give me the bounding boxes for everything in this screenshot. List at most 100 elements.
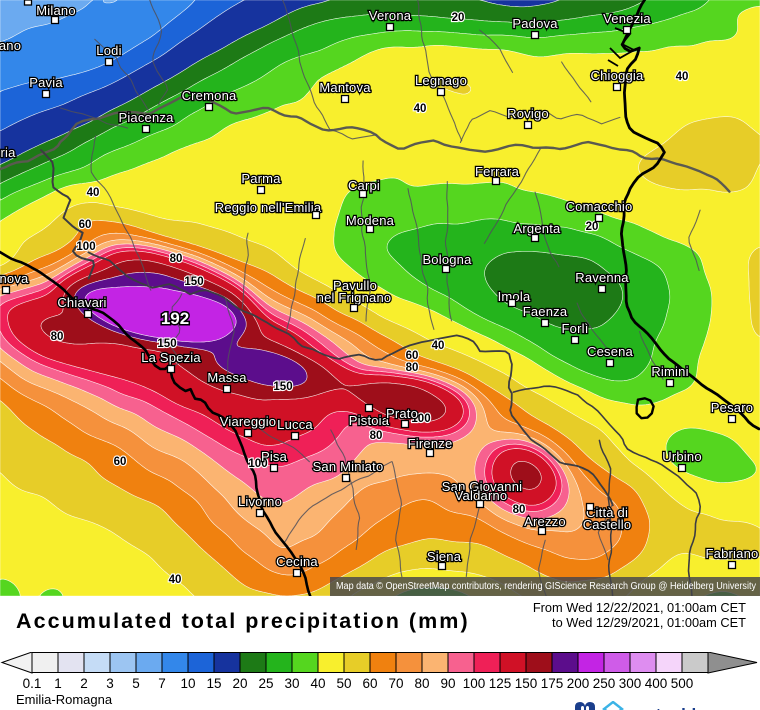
svg-text:Valdarno: Valdarno <box>455 488 508 503</box>
svg-text:80: 80 <box>513 504 526 516</box>
svg-text:150: 150 <box>184 276 203 288</box>
svg-text:Padova: Padova <box>512 16 558 31</box>
svg-text:40: 40 <box>310 676 325 691</box>
svg-text:30: 30 <box>284 676 299 691</box>
svg-text:70: 70 <box>388 676 403 691</box>
svg-text:Pistoia: Pistoia <box>349 413 390 428</box>
svg-text:400: 400 <box>645 676 668 691</box>
svg-text:Pavullo: Pavullo <box>333 278 377 293</box>
svg-text:nel Frignano: nel Frignano <box>317 290 392 305</box>
svg-text:15: 15 <box>206 676 221 691</box>
svg-text:Arezzo: Arezzo <box>524 514 566 529</box>
svg-text:Verona: Verona <box>369 8 412 23</box>
svg-text:Chioggia: Chioggia <box>591 68 644 83</box>
svg-text:60: 60 <box>79 219 92 231</box>
svg-text:Mantova: Mantova <box>319 80 371 95</box>
svg-text:Map data © OpenStreetMap contr: Map data © OpenStreetMap contributors, r… <box>336 581 756 592</box>
svg-text:Ravenna: Ravenna <box>575 270 629 285</box>
svg-text:nova: nova <box>0 271 29 286</box>
svg-text:0.1: 0.1 <box>23 676 42 691</box>
svg-text:40: 40 <box>414 103 427 115</box>
svg-text:40: 40 <box>87 187 100 199</box>
svg-text:5: 5 <box>132 676 140 691</box>
svg-text:Lodi: Lodi <box>96 43 121 58</box>
svg-text:2: 2 <box>80 676 88 691</box>
svg-text:100: 100 <box>248 458 267 470</box>
svg-text:150: 150 <box>515 676 538 691</box>
svg-text:90: 90 <box>440 676 455 691</box>
svg-text:125: 125 <box>489 676 512 691</box>
svg-text:Carpi: Carpi <box>348 178 380 193</box>
svg-text:Reggio nell'Emilia: Reggio nell'Emilia <box>215 200 322 215</box>
svg-text:Bologna: Bologna <box>422 252 472 267</box>
svg-text:1: 1 <box>54 676 62 691</box>
svg-text:Cecina: Cecina <box>276 554 318 569</box>
svg-text:100: 100 <box>411 413 430 425</box>
svg-text:20: 20 <box>452 12 465 24</box>
svg-text:80: 80 <box>414 676 429 691</box>
svg-text:60: 60 <box>406 350 419 362</box>
svg-text:Firenze: Firenze <box>408 436 453 451</box>
svg-text:100: 100 <box>463 676 486 691</box>
svg-text:Forlì: Forlì <box>562 321 589 336</box>
svg-text:100: 100 <box>76 241 95 253</box>
svg-text:Lucca: Lucca <box>277 417 313 432</box>
svg-text:200: 200 <box>567 676 590 691</box>
svg-text:Fabriano: Fabriano <box>706 546 759 561</box>
svg-text:Pisa: Pisa <box>261 449 288 464</box>
svg-text:Legnago: Legnago <box>415 73 467 88</box>
svg-text:80: 80 <box>406 362 419 374</box>
svg-text:80: 80 <box>170 253 183 265</box>
svg-text:60: 60 <box>362 676 377 691</box>
svg-text:300: 300 <box>619 676 642 691</box>
svg-text:10: 10 <box>180 676 195 691</box>
svg-text:150: 150 <box>273 381 292 393</box>
svg-text:Cremona: Cremona <box>182 88 237 103</box>
svg-text:Città di: Città di <box>586 505 628 520</box>
svg-text:San Giovanni: San Giovanni <box>442 479 522 494</box>
svg-text:40: 40 <box>432 340 445 352</box>
svg-text:Cesena: Cesena <box>587 344 634 359</box>
svg-text:Pesaro: Pesaro <box>711 400 753 415</box>
svg-text:Piacenza: Piacenza <box>118 110 174 125</box>
svg-text:Rovigo: Rovigo <box>507 106 549 121</box>
svg-text:40: 40 <box>676 71 689 83</box>
svg-text:Venezia: Venezia <box>603 11 651 26</box>
svg-text:Imola: Imola <box>498 289 531 304</box>
svg-text:7: 7 <box>158 676 166 691</box>
svg-text:Comacchio: Comacchio <box>566 199 633 214</box>
svg-text:Rimini: Rimini <box>651 364 688 379</box>
svg-text:192: 192 <box>161 309 189 328</box>
svg-text:Viareggio: Viareggio <box>220 414 277 429</box>
svg-text:Livorno: Livorno <box>238 494 282 509</box>
svg-text:Parma: Parma <box>241 171 281 186</box>
svg-text:ano: ano <box>0 38 21 53</box>
svg-text:Milano: Milano <box>36 3 76 18</box>
svg-text:Faenza: Faenza <box>523 304 568 319</box>
svg-text:Ferrara: Ferrara <box>475 164 520 179</box>
svg-text:Pavia: Pavia <box>29 75 63 90</box>
svg-text:Chiavari: Chiavari <box>57 295 106 310</box>
svg-text:meteoblue: meteoblue <box>631 705 716 710</box>
svg-text:Prato: Prato <box>386 406 418 421</box>
svg-text:150: 150 <box>157 338 176 350</box>
svg-text:Massa: Massa <box>207 370 247 385</box>
svg-text:60: 60 <box>114 456 127 468</box>
svg-text:San Miniato: San Miniato <box>313 459 384 474</box>
svg-text:500: 500 <box>671 676 694 691</box>
svg-text:Urbino: Urbino <box>662 449 702 464</box>
svg-text:Modena: Modena <box>346 213 395 228</box>
svg-text:50: 50 <box>336 676 351 691</box>
svg-text:Argenta: Argenta <box>514 221 562 236</box>
svg-text:La Spezia: La Spezia <box>141 350 201 365</box>
svg-text:250: 250 <box>593 676 616 691</box>
svg-text:40: 40 <box>169 574 182 586</box>
svg-text:175: 175 <box>541 676 564 691</box>
svg-text:3: 3 <box>106 676 114 691</box>
svg-text:Siena: Siena <box>427 549 462 564</box>
svg-text:80: 80 <box>370 430 383 442</box>
svg-text:Castello: Castello <box>583 517 632 532</box>
svg-text:25: 25 <box>258 676 273 691</box>
svg-text:ria: ria <box>0 145 16 160</box>
svg-text:80: 80 <box>51 331 64 343</box>
